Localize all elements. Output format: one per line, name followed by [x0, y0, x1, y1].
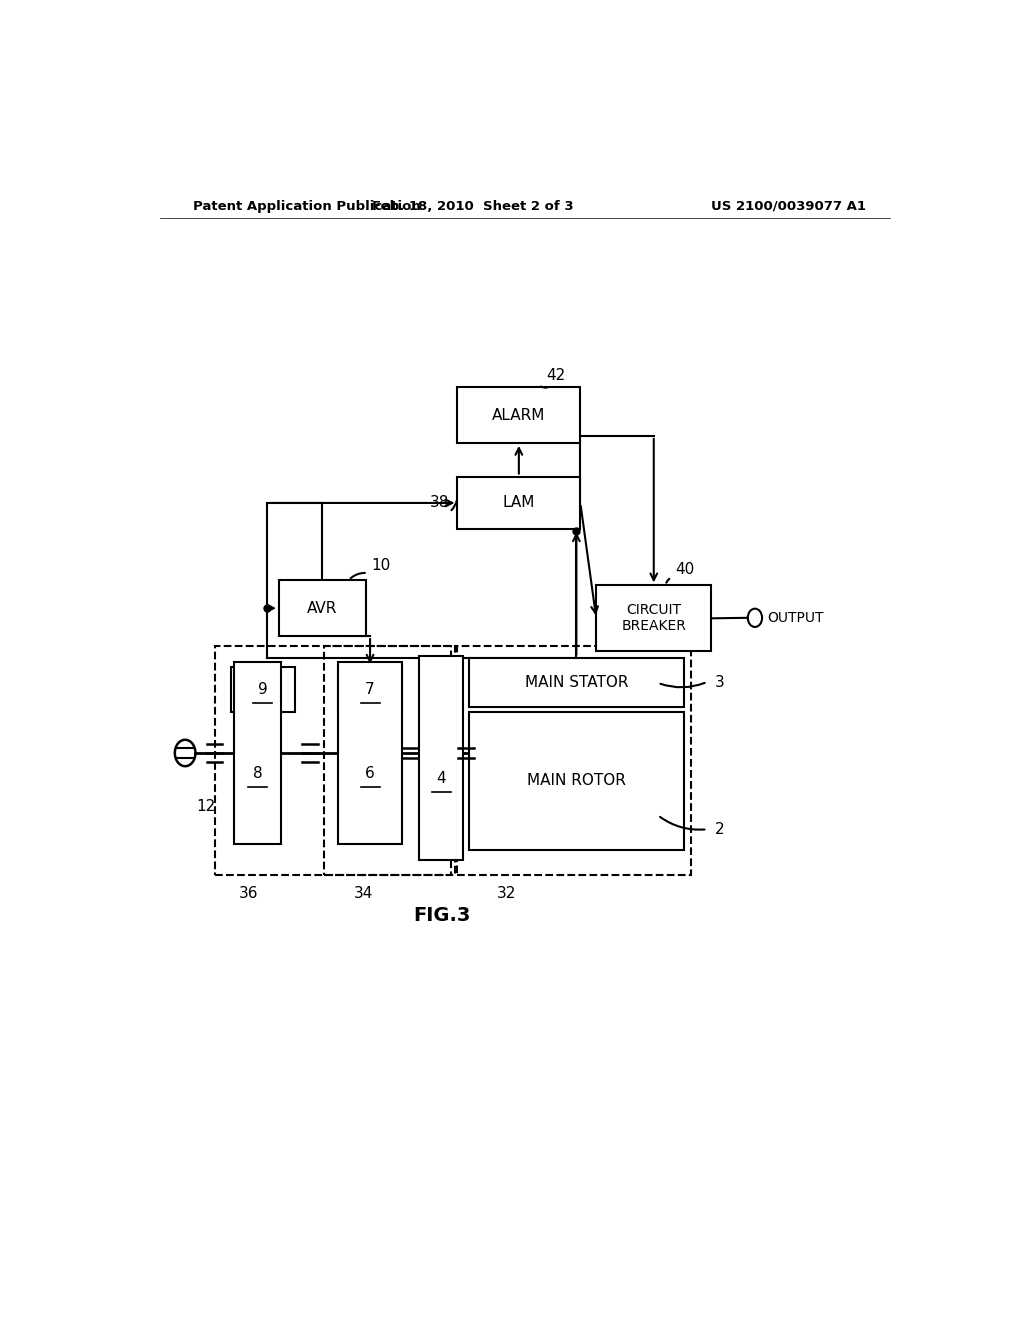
Text: 34: 34: [354, 886, 374, 902]
Text: Patent Application Publication: Patent Application Publication: [194, 199, 421, 213]
FancyBboxPatch shape: [469, 713, 684, 850]
Text: 40: 40: [676, 562, 695, 577]
Text: LAM: LAM: [503, 495, 535, 511]
Text: 7: 7: [366, 682, 375, 697]
Text: 6: 6: [366, 766, 375, 781]
FancyBboxPatch shape: [231, 667, 295, 713]
FancyBboxPatch shape: [338, 661, 401, 845]
Text: US 2100/0039077 A1: US 2100/0039077 A1: [711, 199, 866, 213]
Text: MAIN ROTOR: MAIN ROTOR: [527, 774, 626, 788]
FancyBboxPatch shape: [596, 585, 712, 651]
Text: 32: 32: [497, 886, 516, 902]
Text: Feb. 18, 2010  Sheet 2 of 3: Feb. 18, 2010 Sheet 2 of 3: [373, 199, 574, 213]
Text: 42: 42: [546, 368, 565, 383]
Text: 3: 3: [715, 675, 725, 690]
Text: ALARM: ALARM: [493, 408, 546, 422]
Text: 12: 12: [197, 799, 215, 813]
FancyBboxPatch shape: [279, 581, 367, 636]
FancyBboxPatch shape: [338, 667, 401, 713]
Text: 2: 2: [715, 822, 725, 837]
Text: MAIN STATOR: MAIN STATOR: [524, 676, 628, 690]
FancyBboxPatch shape: [419, 656, 463, 859]
FancyBboxPatch shape: [233, 661, 282, 845]
Text: 38: 38: [430, 495, 449, 510]
Text: 36: 36: [240, 886, 259, 902]
Text: OUTPUT: OUTPUT: [768, 611, 824, 624]
FancyBboxPatch shape: [469, 659, 684, 708]
Text: AVR: AVR: [307, 601, 338, 615]
Text: FIG.3: FIG.3: [413, 906, 470, 925]
Text: CIRCUIT
BREAKER: CIRCUIT BREAKER: [622, 603, 686, 634]
Text: 8: 8: [253, 766, 262, 781]
Text: 10: 10: [372, 558, 391, 573]
Text: 9: 9: [258, 682, 268, 697]
FancyBboxPatch shape: [458, 387, 581, 444]
Text: 4: 4: [436, 771, 445, 785]
FancyBboxPatch shape: [458, 477, 581, 529]
